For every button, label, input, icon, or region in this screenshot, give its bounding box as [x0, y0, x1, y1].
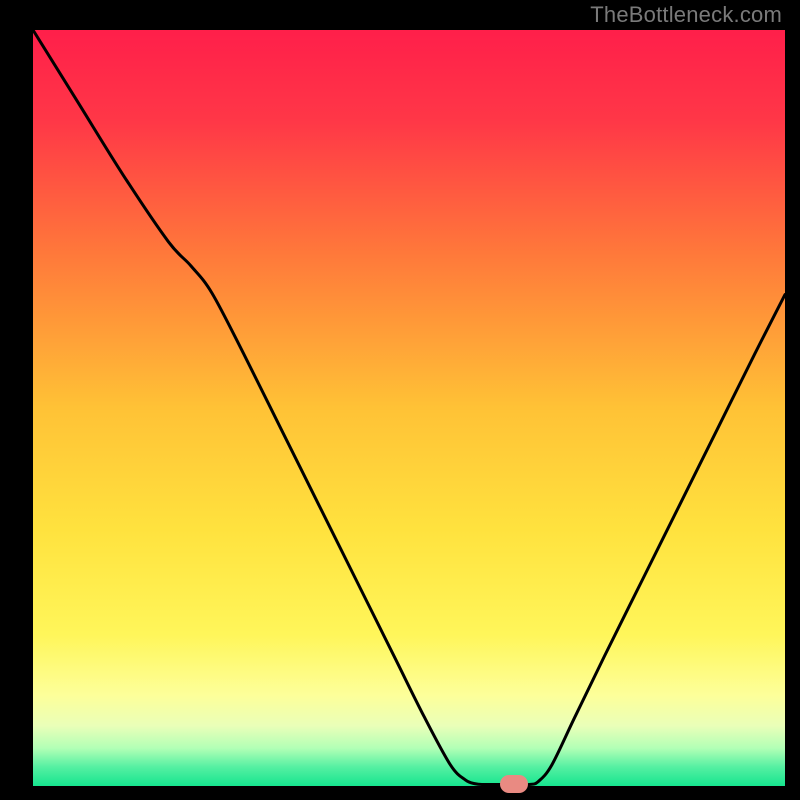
bottleneck-curve [33, 30, 785, 785]
minimum-marker [500, 775, 528, 793]
curve-layer [33, 30, 785, 786]
chart-frame: TheBottleneck.com [0, 0, 800, 800]
plot-area [33, 30, 785, 786]
watermark-text: TheBottleneck.com [590, 2, 782, 28]
